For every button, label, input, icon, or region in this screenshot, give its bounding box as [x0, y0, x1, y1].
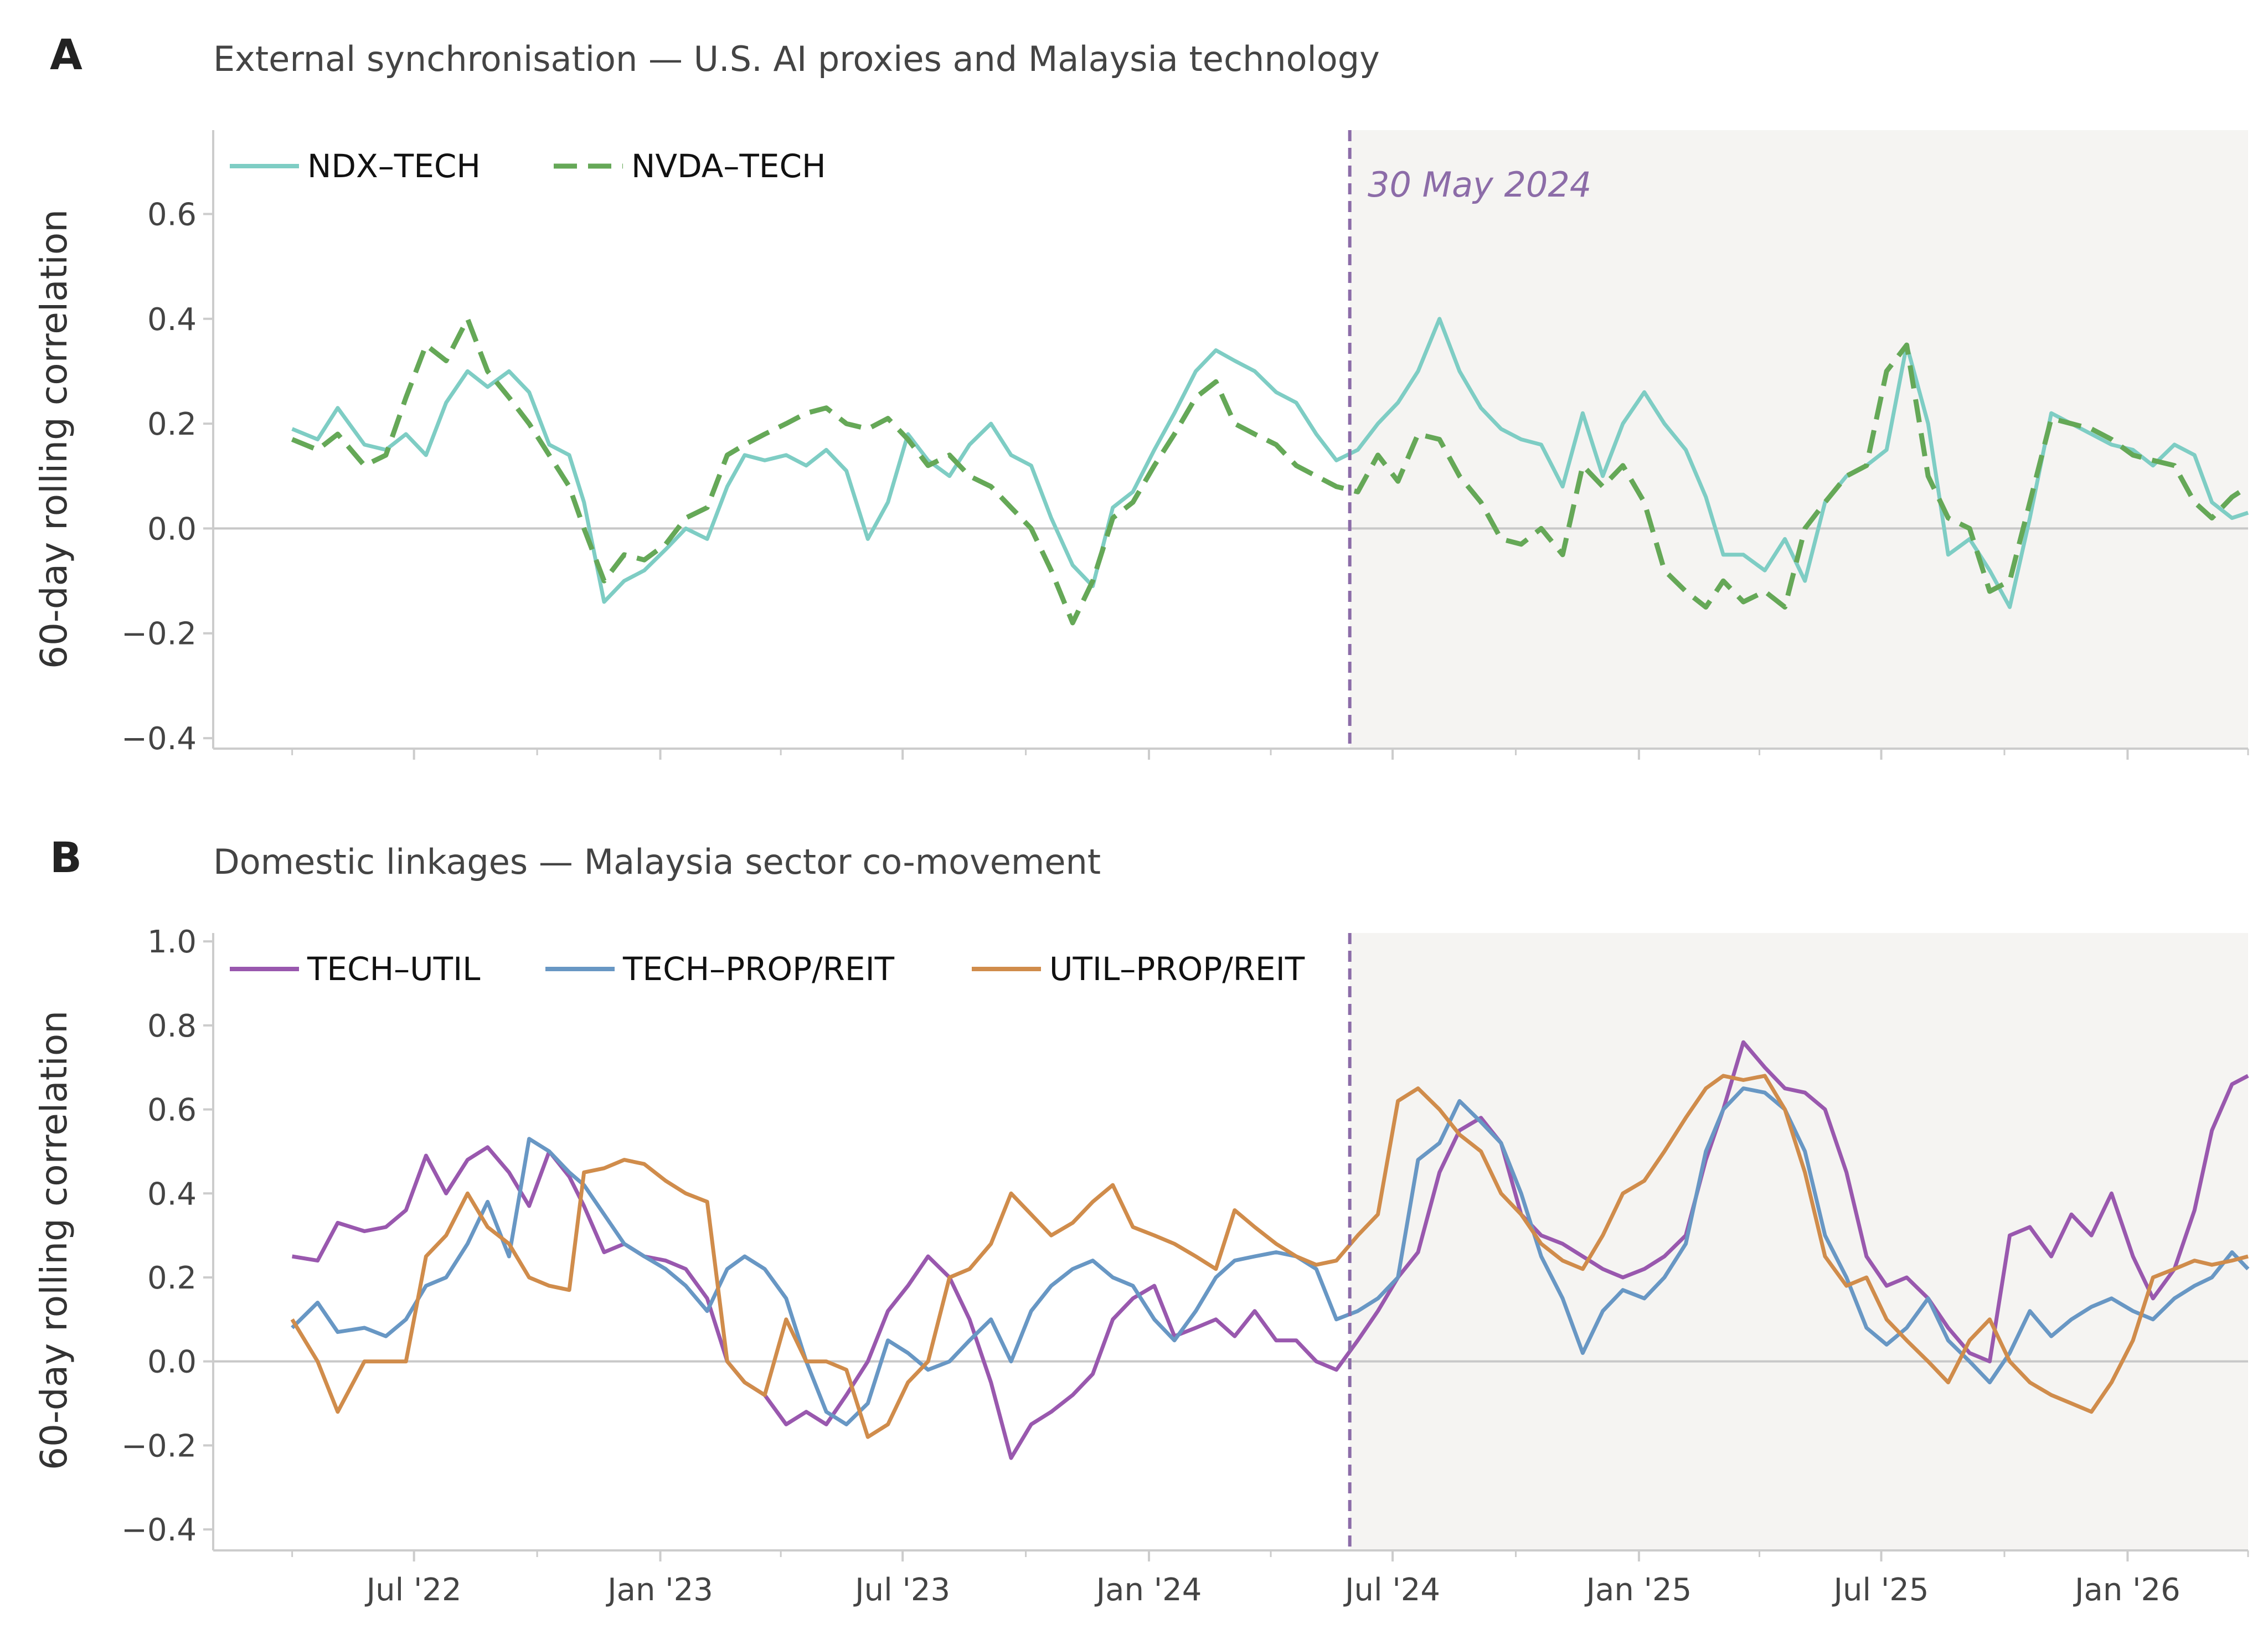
y-tick-label: −0.4	[121, 721, 197, 757]
x-tick-label: Jul '22	[365, 1572, 462, 1608]
post-event-shade	[1349, 130, 2248, 749]
y-ticks: −0.4 −0.2 0.0 0.2 0.4 0.6 0.8 1.0	[121, 924, 213, 1548]
x-tick-label: Jan '25	[1585, 1572, 1692, 1608]
legend-label: NVDA–TECH	[631, 147, 826, 185]
panel-letter: A	[50, 30, 83, 79]
x-tick-label: Jan '23	[606, 1572, 713, 1608]
y-tick-label: 0.2	[147, 1260, 197, 1296]
x-tick-label: Jul '25	[1832, 1572, 1929, 1608]
panel-letter: B	[50, 833, 82, 882]
y-tick-label: 0.0	[147, 511, 197, 547]
legend-label: TECH–PROP/REIT	[622, 950, 895, 988]
event-annotation: 30 May 2024	[1368, 164, 1591, 205]
y-axis-label: 60-day rolling correlation	[33, 209, 75, 669]
x-tick-label: Jul '23	[853, 1572, 950, 1608]
legend-label: UTIL–PROP/REIT	[1049, 950, 1305, 988]
y-tick-label: 1.0	[147, 924, 197, 960]
x-ticks	[291, 749, 2249, 760]
y-axis-label: 60-day rolling correlation	[33, 1011, 75, 1470]
y-ticks: −0.4 −0.2 0.0 0.2 0.4 0.6	[121, 197, 213, 757]
series-line-ndx-tech	[291, 317, 2249, 609]
panel-a: −0.4 −0.2 0.0 0.2 0.4 0.6 30 May 2024 NDX–TEC…	[33, 30, 2250, 760]
post-event-shade	[1349, 933, 2248, 1550]
legend: NDX–TECH NVDA–TECH	[230, 147, 826, 185]
x-ticks: Jul '22 Jan '23 Jul '23 Jan '24 Jul '24 Jan '…	[291, 1550, 2249, 1608]
y-tick-label: 0.8	[147, 1008, 197, 1044]
x-tick-label: Jan '26	[2073, 1572, 2181, 1608]
legend: TECH–UTIL TECH–PROP/REIT UTIL–PROP/REIT	[230, 950, 1305, 988]
series-line-tech-prop-reit	[291, 1086, 2250, 1426]
y-tick-label: 0.4	[147, 302, 197, 338]
legend-label: TECH–UTIL	[307, 950, 481, 988]
x-tick-label: Jan '24	[1095, 1572, 1202, 1608]
y-tick-label: 0.6	[147, 197, 197, 233]
y-tick-label: 0.2	[147, 406, 197, 442]
series-line-nvda-tech	[291, 316, 2250, 626]
y-tick-label: 0.4	[147, 1176, 197, 1212]
panel-title: External synchronisation — U.S. AI proxi…	[213, 39, 1380, 79]
series-group	[290, 1040, 2250, 1460]
y-tick-label: −0.2	[121, 1428, 197, 1464]
y-tick-label: 0.6	[147, 1092, 197, 1128]
y-tick-label: −0.2	[121, 616, 197, 652]
series-group	[291, 316, 2250, 626]
series-line-util-prop-reit	[290, 1074, 2249, 1439]
panel-b: −0.4 −0.2 0.0 0.2 0.4 0.6 0.8 1.0 Jul '22 Jan '2…	[33, 833, 2250, 1608]
y-tick-label: 0.0	[147, 1344, 197, 1380]
y-tick-label: −0.4	[121, 1512, 197, 1548]
x-tick-label: Jul '24	[1343, 1572, 1440, 1608]
panel-title: Domestic linkages — Malaysia sector co-m…	[213, 842, 1101, 882]
legend-label: NDX–TECH	[307, 147, 481, 185]
